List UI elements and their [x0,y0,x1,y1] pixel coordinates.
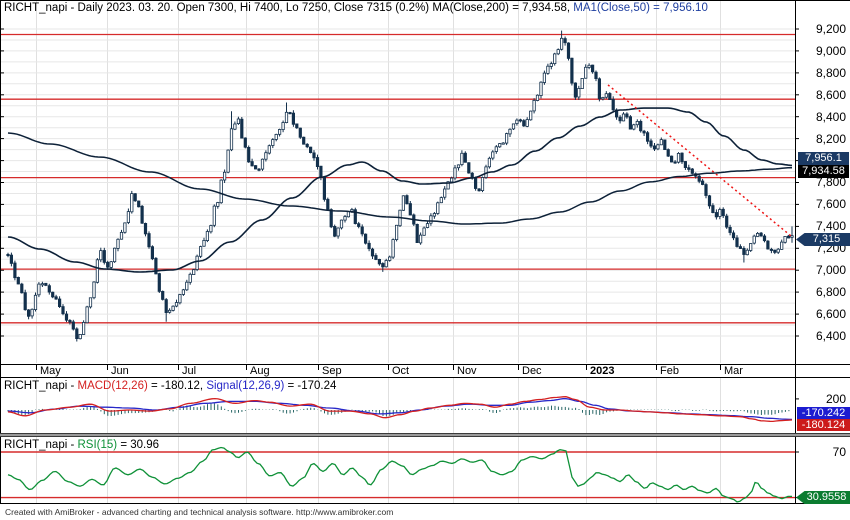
month-label: 2023 [590,365,615,377]
price-axis-label: 8,800 [815,66,846,80]
macd-chart-svg [0,378,799,433]
price-axis-label: 7,800 [815,175,846,189]
month-label: Mar [724,365,743,377]
macd-panel[interactable]: RICHT_napi - MACD(12,26) = -180.12, Sign… [0,378,850,433]
date-axis: May Jun Jul Aug Sep Oct Nov Dec 2023 Feb Mar [0,364,850,378]
month-label: Oct [392,365,410,377]
rsi-axis-label: 70 [832,445,846,459]
price-title-segment: RICHT_napi - Daily 2023. 03. 20. Open 73… [4,2,574,14]
macd-title-segment: = -170.24 [284,380,337,392]
rsi-title-segment: RSI(15) [77,439,118,451]
price-axis-label: 9,000 [815,44,846,58]
macd-line [7,396,792,423]
price-panel[interactable]: RICHT_napi - Daily 2023. 03. 20. Open 73… [0,0,850,364]
support-resistance-lines [0,33,795,324]
grid-layer [0,1,795,363]
month-label: Sep [322,365,342,377]
price-panel-title: RICHT_napi - Daily 2023. 03. 20. Open 73… [4,2,708,14]
price-axis-label: 6,400 [815,329,846,343]
date-axis-svg [0,364,850,378]
price-chart-svg [0,0,850,364]
rsi-value-box: 30.9558 [796,491,850,504]
ma50-line [7,107,792,273]
price-value-box: 7,315 [796,233,850,246]
month-label: Nov [457,365,477,377]
amibroker-credit-text: Created with AmiBroker - advanced charti… [5,507,394,517]
macd-title-segment: MACD(12,26) [77,380,148,392]
price-axis-label: 7,600 [815,197,846,211]
price-title-segment: MA1(Close,50) = 7,956.10 [573,2,708,14]
footer-credit: Created with AmiBroker - advanced charti… [0,503,850,520]
macd-value-box: -180.124 [797,419,850,431]
macd-axis-label: 200 [825,392,846,406]
price-value-box: 7,956.1 [798,152,849,165]
macd-value-box: -170.242 [797,407,850,419]
price-value-box: 7,934.58 [798,165,849,178]
price-axis-label: 6,600 [815,307,846,321]
rsi-title-segment: RICHT_napi - [4,439,78,451]
price-axis-label: 6,800 [815,285,846,299]
month-label: Dec [522,365,542,377]
rsi-panel-title: RICHT_napi - RSI(15) = 30.96 [4,439,159,451]
panel-splitter[interactable] [0,433,850,437]
rsi-title-segment: = 30.96 [117,439,160,451]
macd-title-segment: RICHT_napi - [4,380,78,392]
price-axis-label: 8,600 [815,88,846,102]
macd-panel-title: RICHT_napi - MACD(12,26) = -180.12, Sign… [4,380,336,392]
month-label: Feb [660,365,679,377]
panel-borders [0,0,850,364]
rsi-line [7,446,792,503]
macd-title-segment: Signal(12,26,9) [206,380,285,392]
macd-title-segment: = -180.12, [147,380,207,392]
candlestick-series [6,30,794,342]
price-axis-label: 7,000 [815,263,846,277]
price-axis-label: 8,400 [815,110,846,124]
price-axis-label: 9,200 [815,22,846,36]
ma200-line [7,132,792,225]
month-label: Jul [182,365,197,377]
price-axis-label: 8,200 [815,132,846,146]
rsi-chart-svg [0,437,799,503]
month-label: Jun [111,365,129,377]
signal-line [7,398,792,421]
month-label: May [40,365,61,377]
price-axis-label: 7,400 [815,219,846,233]
month-label: Aug [250,365,270,377]
rsi-panel[interactable]: RICHT_napi - RSI(15) = 30.96 70 30.9558 [0,437,850,504]
